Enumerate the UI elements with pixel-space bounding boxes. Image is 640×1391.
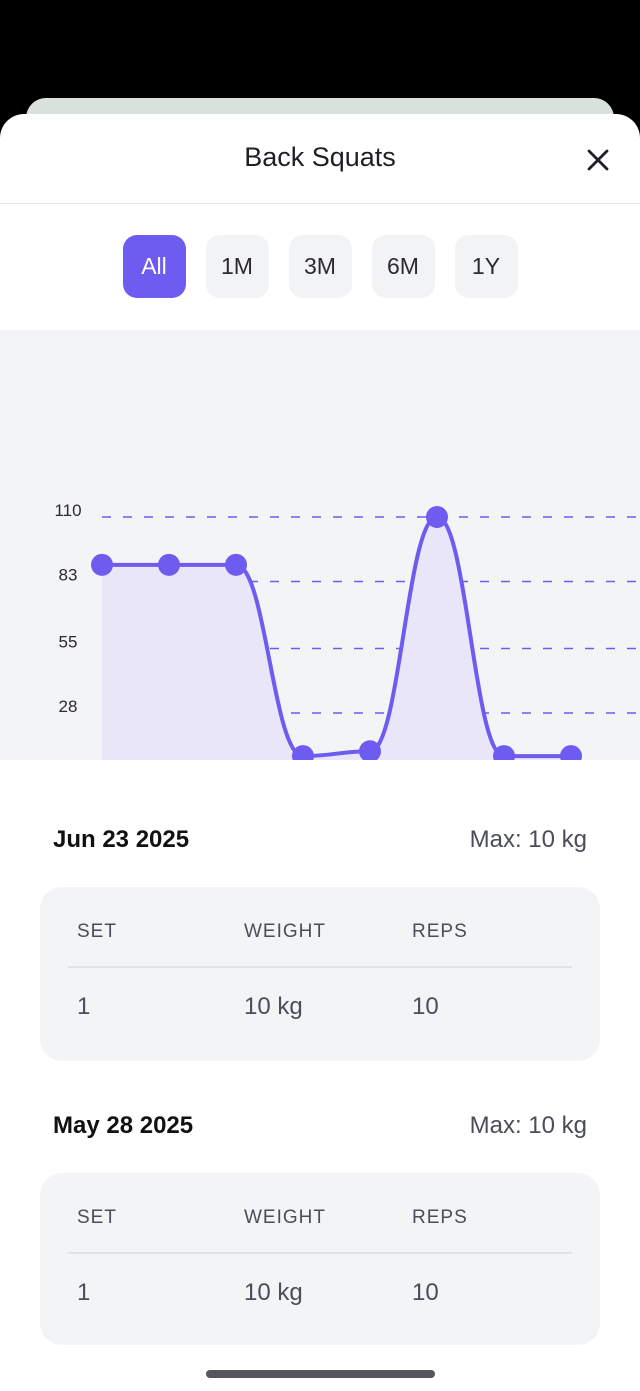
session-header: Jun 23 2025 Max: 10 kg — [53, 826, 587, 854]
y-tick-label: 83 — [59, 566, 78, 585]
sets-table: SET WEIGHT REPS 1 10 kg 10 — [40, 887, 600, 1061]
y-tick-label: 28 — [59, 697, 78, 716]
y-tick-label: 55 — [59, 633, 78, 652]
session-date: May 28 2025 — [53, 1112, 194, 1139]
sets-table-header: SET WEIGHT REPS — [40, 1207, 600, 1247]
table-divider — [68, 1252, 572, 1254]
data-point — [292, 745, 314, 760]
series-area — [102, 517, 571, 760]
range-1m-button[interactable]: 1M — [205, 235, 269, 298]
range-3m-button[interactable]: 3M — [288, 235, 352, 298]
y-tick-label: 110 — [54, 501, 81, 520]
close-button[interactable] — [580, 142, 616, 178]
session-header: May 28 2025 Max: 10 kg — [53, 1112, 587, 1140]
col-reps-header: REPS — [412, 921, 468, 942]
data-point — [359, 740, 381, 760]
session-date: Jun 23 2025 — [53, 826, 190, 853]
session-max: Max: 10 kg — [469, 1112, 587, 1139]
data-point — [493, 745, 515, 760]
data-point — [560, 745, 582, 760]
data-point — [426, 506, 448, 528]
table-row: 1 10 kg 10 — [40, 1279, 600, 1319]
home-indicator — [206, 1370, 435, 1378]
col-weight-header: WEIGHT — [244, 921, 326, 942]
data-point — [225, 553, 247, 576]
col-set-header: SET — [77, 1207, 117, 1228]
page-title: Back Squats — [244, 142, 396, 172]
set-weight: 10 kg — [244, 993, 303, 1020]
data-point — [91, 553, 113, 576]
sheet-header: Back Squats — [0, 114, 640, 204]
close-icon — [587, 149, 609, 171]
col-reps-header: REPS — [412, 1207, 468, 1228]
range-selector: All 1M 3M 6M 1Y — [0, 235, 640, 298]
set-number: 1 — [77, 993, 91, 1020]
sets-table-header: SET WEIGHT REPS — [40, 921, 600, 961]
set-weight: 10 kg — [244, 1279, 303, 1306]
set-number: 1 — [77, 1279, 91, 1306]
set-reps: 10 — [412, 1279, 439, 1306]
table-divider — [68, 966, 572, 968]
range-6m-button[interactable]: 6M — [371, 235, 435, 298]
sets-table: SET WEIGHT REPS 1 10 kg 10 — [40, 1173, 600, 1345]
table-row: 1 10 kg 10 — [40, 993, 600, 1033]
data-point — [158, 553, 180, 576]
exercise-history-sheet: Back Squats All 1M 3M 6M 1Y 028558311009… — [0, 114, 640, 1391]
set-reps: 10 — [412, 993, 439, 1020]
col-set-header: SET — [77, 921, 117, 942]
col-weight-header: WEIGHT — [244, 1207, 326, 1228]
session-max: Max: 10 kg — [469, 826, 587, 853]
range-all-button[interactable]: All — [122, 235, 186, 298]
range-1y-button[interactable]: 1Y — [454, 235, 518, 298]
